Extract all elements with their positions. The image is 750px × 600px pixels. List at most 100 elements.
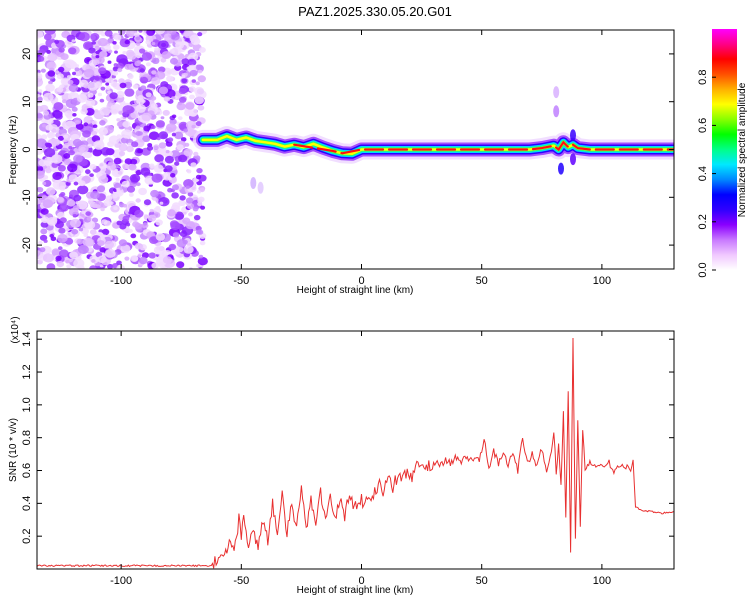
noise-blob bbox=[149, 163, 155, 169]
noise-blob bbox=[150, 125, 156, 130]
noise-blob bbox=[143, 222, 148, 226]
noise-blob bbox=[159, 201, 164, 205]
noise-blob bbox=[189, 94, 195, 100]
noise-blob bbox=[87, 82, 98, 91]
noise-blob bbox=[60, 84, 65, 88]
noise-blob bbox=[170, 32, 180, 41]
y-tick-label: -20 bbox=[21, 237, 33, 253]
noise-blob bbox=[55, 255, 62, 261]
y-tick-label: 0 bbox=[21, 146, 33, 152]
noise-blob bbox=[158, 142, 167, 149]
noise-blob bbox=[53, 102, 64, 111]
noise-blob bbox=[176, 239, 187, 248]
noise-blob bbox=[47, 53, 58, 62]
noise-blob bbox=[160, 116, 165, 120]
noise-blob bbox=[176, 121, 180, 125]
noise-blob bbox=[99, 106, 111, 116]
noise-blob bbox=[52, 172, 62, 180]
noise-blob bbox=[195, 174, 202, 180]
noise-blob bbox=[103, 199, 113, 207]
noise-blob bbox=[194, 87, 205, 96]
noise-blob bbox=[77, 245, 89, 254]
y-tick-label: 20 bbox=[21, 48, 33, 60]
noise-blob bbox=[70, 92, 75, 96]
noise-blob bbox=[57, 233, 68, 243]
noise-blob bbox=[92, 52, 97, 57]
noise-blob bbox=[172, 232, 180, 238]
noise-blob bbox=[197, 105, 205, 111]
noise-blob bbox=[184, 142, 190, 147]
noise-blob bbox=[157, 40, 169, 50]
noise-blob bbox=[128, 228, 133, 233]
noise-blob bbox=[134, 209, 144, 218]
noise-blob bbox=[170, 68, 176, 73]
noise-blob bbox=[43, 179, 52, 187]
noise-blob bbox=[99, 120, 106, 126]
noise-blob bbox=[151, 70, 157, 75]
noise-blob bbox=[89, 229, 97, 236]
noise-blob bbox=[107, 60, 112, 64]
noise-blob bbox=[128, 211, 133, 215]
noise-blob bbox=[158, 197, 170, 207]
noise-blob bbox=[135, 36, 141, 41]
signal-spot bbox=[553, 105, 560, 118]
noise-blob bbox=[72, 138, 83, 147]
noise-blob bbox=[95, 30, 100, 33]
noise-blob bbox=[63, 153, 71, 159]
noise-blob bbox=[128, 163, 137, 171]
noise-blob bbox=[91, 217, 99, 223]
noise-blob bbox=[170, 221, 181, 231]
noise-blob bbox=[58, 227, 66, 234]
signal-spot bbox=[553, 86, 560, 99]
noise-blob bbox=[126, 145, 134, 153]
noise-blob bbox=[97, 92, 102, 97]
noise-blob bbox=[153, 144, 160, 150]
noise-blob bbox=[197, 69, 203, 74]
noise-blob bbox=[122, 105, 134, 115]
noise-blob bbox=[85, 211, 91, 216]
colorbar-tick-label: 0.6 bbox=[697, 118, 709, 133]
noise-blob bbox=[97, 38, 108, 47]
colorbar-tick-label: 0.8 bbox=[697, 70, 709, 85]
colorbar-tick-label: 0.4 bbox=[697, 166, 709, 181]
noise-blob bbox=[112, 70, 119, 76]
noise-blob bbox=[69, 251, 78, 259]
noise-blob bbox=[149, 208, 154, 213]
noise-blob bbox=[141, 252, 150, 259]
noise-blob bbox=[37, 187, 44, 193]
noise-blob bbox=[105, 82, 110, 86]
noise-blob bbox=[120, 137, 129, 144]
noise-blob bbox=[37, 157, 40, 161]
noise-blob bbox=[46, 263, 56, 269]
noise-blob bbox=[138, 187, 148, 196]
noise-blob bbox=[45, 168, 52, 174]
noise-blob bbox=[40, 68, 46, 73]
noise-blob bbox=[107, 37, 115, 44]
noise-blob bbox=[92, 59, 100, 66]
x-tick-label: -100 bbox=[110, 575, 132, 587]
noise-blob bbox=[112, 41, 117, 45]
noise-blob bbox=[45, 187, 56, 196]
noise-blob bbox=[38, 89, 43, 93]
noise-blob bbox=[44, 156, 53, 164]
noise-blob bbox=[42, 181, 47, 186]
x-tick-label: -50 bbox=[233, 575, 249, 587]
noise-blob bbox=[119, 82, 127, 89]
noise-blob bbox=[37, 138, 47, 148]
noise-blob bbox=[90, 33, 100, 41]
noise-blob bbox=[156, 137, 161, 141]
noise-blob bbox=[88, 47, 96, 54]
noise-blob bbox=[114, 50, 118, 54]
noise-blob bbox=[43, 239, 48, 243]
noise-blob bbox=[37, 146, 44, 155]
noise-blob bbox=[39, 247, 46, 253]
noise-blob bbox=[42, 124, 46, 128]
noise-blob bbox=[129, 173, 141, 183]
noise-blob bbox=[190, 162, 197, 168]
noise-blob bbox=[54, 220, 64, 229]
noise-blob bbox=[195, 81, 200, 86]
noise-blob bbox=[51, 154, 63, 164]
y-tick-label: 0.8 bbox=[21, 430, 33, 445]
noise-blob bbox=[73, 258, 85, 269]
